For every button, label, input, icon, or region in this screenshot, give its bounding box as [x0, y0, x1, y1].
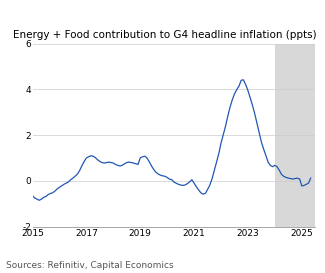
Bar — [275, 44, 321, 227]
Text: Sources: Refinitiv, Capital Economics: Sources: Refinitiv, Capital Economics — [6, 261, 174, 270]
Text: Energy + Food contribution to G4 headline inflation (ppts): Energy + Food contribution to G4 headlin… — [13, 30, 316, 40]
